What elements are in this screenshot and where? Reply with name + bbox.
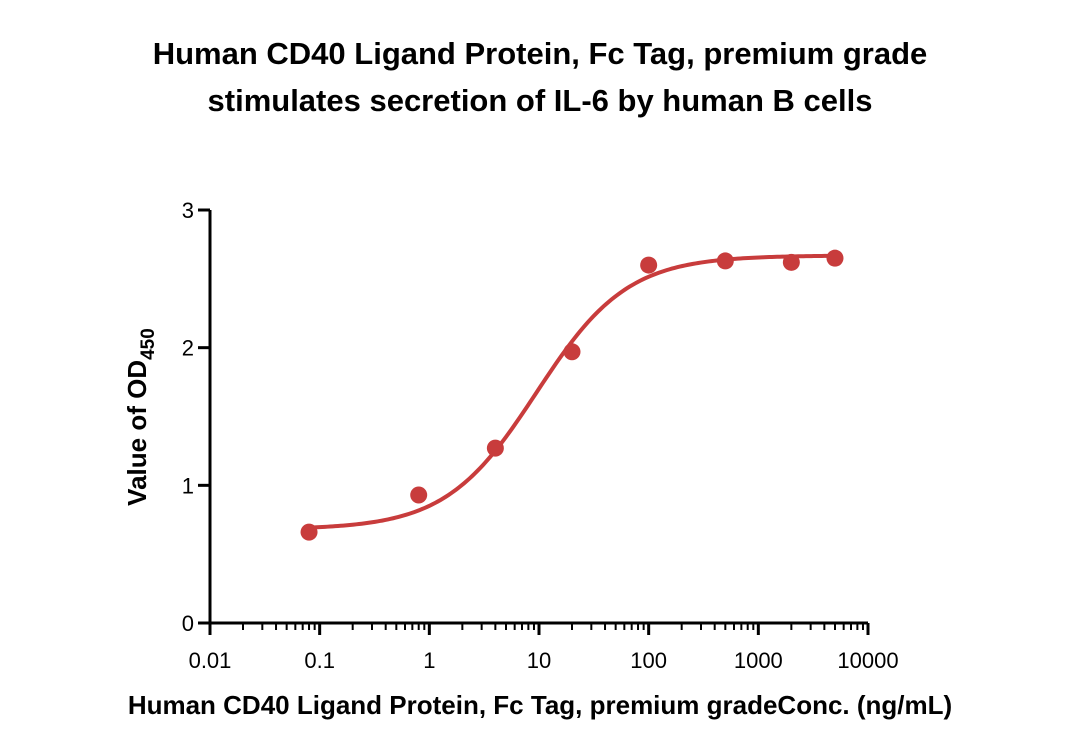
- x-tick-label: 0.1: [304, 648, 335, 673]
- data-point: [826, 249, 844, 267]
- y-axis-title-subscript: 450: [138, 328, 159, 360]
- y-tick-label: 2: [182, 336, 194, 361]
- data-point: [300, 523, 318, 541]
- data-point: [716, 252, 734, 270]
- y-axis-title: Value of OD450: [122, 328, 159, 506]
- x-tick-label: 1000: [734, 648, 783, 673]
- x-tick-label: 100: [630, 648, 667, 673]
- chart-title-line-1: Human CD40 Ligand Protein, Fc Tag, premi…: [152, 36, 928, 71]
- x-tick-label: 10: [527, 648, 551, 673]
- data-point: [410, 486, 428, 504]
- y-axis-title-main: Value of OD: [122, 360, 152, 506]
- x-axis-title: Human CD40 Ligand Protein, Fc Tag, premi…: [128, 690, 952, 720]
- chart-title-line-2: stimulates secretion of IL-6 by human B …: [207, 83, 873, 118]
- y-tick-label: 3: [182, 198, 194, 223]
- data-point: [782, 253, 800, 271]
- fit-curve: [308, 253, 836, 530]
- fit-curve-layer: [308, 253, 836, 530]
- data-points-layer: [300, 249, 844, 541]
- x-tick-label: 0.01: [189, 648, 232, 673]
- data-point: [486, 439, 504, 457]
- chart-axes: 0 1 2 3 0.01 0.1 1 10 100 1000 10000: [182, 198, 899, 673]
- y-tick-label: 0: [182, 611, 194, 636]
- data-point: [640, 256, 658, 274]
- x-tick-label: 1: [423, 648, 435, 673]
- x-tick-label: 10000: [837, 648, 898, 673]
- data-point: [563, 343, 581, 361]
- y-tick-label: 1: [182, 473, 194, 498]
